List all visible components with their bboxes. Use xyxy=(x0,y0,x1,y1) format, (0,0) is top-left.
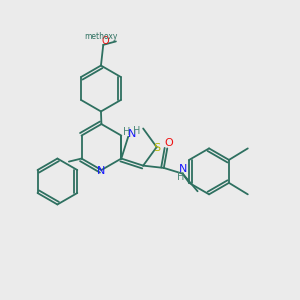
Text: methoxy: methoxy xyxy=(84,32,118,41)
Text: H: H xyxy=(177,172,184,182)
Text: H: H xyxy=(133,126,141,136)
Text: S: S xyxy=(153,142,161,153)
Text: H: H xyxy=(123,127,130,137)
Text: N: N xyxy=(128,129,136,140)
Text: N: N xyxy=(97,166,106,176)
Text: O: O xyxy=(164,138,173,148)
Text: N: N xyxy=(179,164,188,174)
Text: O: O xyxy=(101,36,109,46)
